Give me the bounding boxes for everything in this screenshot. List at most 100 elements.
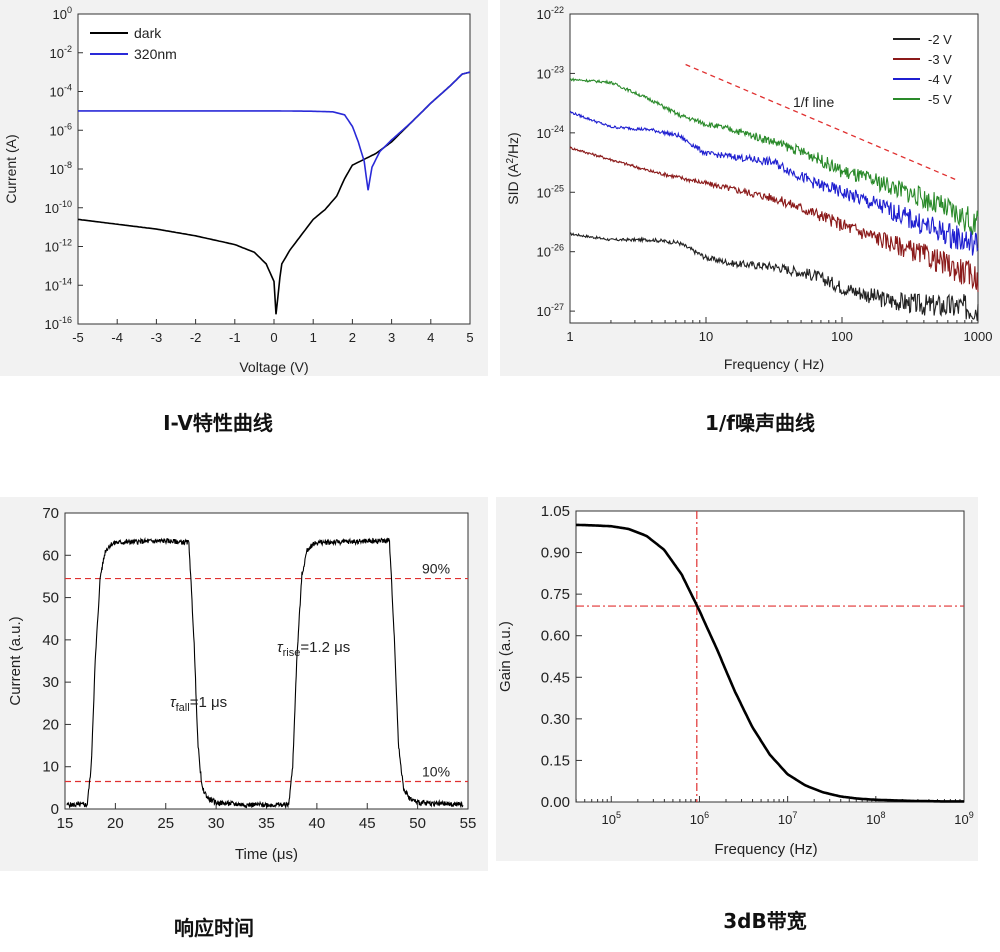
y-tick-label: 10-6 [50, 121, 72, 138]
y-axis-label: Gain (a.u.) [497, 621, 514, 692]
tau-annotation: τrise=1.2 μs [277, 639, 350, 659]
y-tick-label: 30 [42, 674, 59, 691]
bandwidth-caption: 3dB带宽 [723, 909, 807, 933]
bandwidth-chart: 105 106 107 108 109 0.00 0.15 0.30 0.45 0.60 0.75 0… [497, 503, 974, 858]
y-axis-label: Current (A) [3, 134, 19, 203]
y-tick-label: 0.30 [541, 711, 570, 728]
y-tick-label: 70 [42, 505, 59, 522]
y-tick-label: 10-26 [537, 243, 564, 260]
y-tick-label: 0 [51, 801, 59, 818]
plot-area [64, 512, 469, 810]
y-tick-label: 0.75 [541, 586, 570, 603]
y-tick-label: 10-23 [537, 64, 564, 81]
series-line--4 V [569, 110, 979, 256]
iv-chart: -5 -4 -3 -2 -1 0 1 2 3 4 5 10-16 10-14 10-12 10-10 10-8… [3, 5, 474, 375]
x-tick-label: 35 [258, 815, 275, 832]
x-tick-label: 107 [778, 810, 797, 827]
y-tick-label: 10-8 [50, 160, 72, 177]
y-tick-label: 50 [42, 590, 59, 607]
series-line--5 V [569, 77, 979, 235]
iv-chart-panel: -5 -4 -3 -2 -1 0 1 2 3 4 5 10-16 10-14 10-12 10-10 10-8… [0, 0, 488, 376]
x-tick-label: -3 [151, 330, 163, 345]
y-tick-label: 0.90 [541, 545, 570, 562]
x-tick-label: 50 [409, 815, 426, 832]
one-over-f-annotation: 1/f line [793, 94, 834, 110]
y-tick-label: 1.05 [541, 503, 570, 520]
x-axis-label: Time (μs) [235, 846, 298, 863]
response-chart-panel: 15 20 25 30 35 40 45 50 55 0 10 20 30 40 50 60 70 Time (μ… [0, 497, 488, 871]
x-tick-label: 100 [831, 329, 853, 344]
x-tick-label: 15 [57, 815, 74, 832]
y-tick-label: 10-27 [537, 302, 564, 319]
x-tick-label: 10 [699, 329, 713, 344]
y-tick-label: 20 [42, 716, 59, 733]
level-label: 10% [422, 764, 450, 780]
y-tick-label: 10-12 [45, 238, 72, 255]
y-tick-label: 0.00 [541, 794, 570, 811]
plot-area [575, 510, 965, 803]
noise-chart-panel: 1 10 100 1000 10-27 10-26 10-25 10-24 10-23 10-22… [500, 0, 1000, 376]
plot-area [569, 13, 979, 324]
y-tick-label: 0.60 [541, 628, 570, 645]
y-tick-label: 10-14 [45, 276, 72, 293]
x-tick-label: -5 [72, 330, 84, 345]
x-tick-label: 4 [427, 330, 434, 345]
x-tick-label: 1000 [964, 329, 993, 344]
series-line--3 V [569, 146, 979, 293]
x-tick-label: 20 [107, 815, 124, 832]
y-axis-label: SID (A2/Hz) [505, 132, 521, 204]
one-over-f-reference-line [685, 63, 958, 181]
x-axis-label: Voltage (V) [239, 359, 308, 375]
level-label: 90% [422, 561, 450, 577]
response-chart: 15 20 25 30 35 40 45 50 55 0 10 20 30 40 50 60 70 Time (μ… [7, 505, 477, 863]
tau-annotation: τfall=1 μs [170, 694, 227, 714]
y-tick-label: 0.15 [541, 752, 570, 769]
legend-label: -5 V [928, 92, 952, 107]
legend-label: -4 V [928, 72, 952, 87]
legend-label: dark [134, 25, 162, 41]
noise-caption: 1/f噪声曲线 [705, 411, 815, 435]
x-tick-label: 1 [566, 329, 573, 344]
y-tick-label: 10-4 [50, 83, 72, 100]
x-tick-label: 108 [866, 810, 885, 827]
x-tick-label: 3 [388, 330, 395, 345]
x-axis-label: Frequency (Hz) [714, 841, 817, 858]
legend-label: 320nm [134, 46, 177, 62]
x-tick-label: 106 [690, 810, 709, 827]
x-tick-label: 30 [208, 815, 225, 832]
x-tick-label: 2 [349, 330, 356, 345]
x-tick-label: 40 [309, 815, 326, 832]
y-tick-label: 10-2 [50, 44, 72, 61]
y-axis-label: Current (a.u.) [7, 616, 24, 705]
x-tick-label: -4 [111, 330, 123, 345]
x-tick-label: 25 [157, 815, 174, 832]
x-tick-label: 55 [460, 815, 477, 832]
y-tick-label: 10 [42, 759, 59, 776]
series-line-320nm [78, 71, 471, 191]
legend-label: -3 V [928, 52, 952, 67]
response-caption: 响应时间 [174, 916, 254, 940]
y-tick-label: 10-10 [45, 199, 72, 216]
x-tick-label: 5 [466, 330, 473, 345]
x-tick-label: 0 [270, 330, 277, 345]
response-curve [66, 536, 464, 810]
legend-label: -2 V [928, 32, 952, 47]
y-tick-label: 100 [53, 5, 72, 22]
bandwidth-chart-panel: 105 106 107 108 109 0.00 0.15 0.30 0.45 0.60 0.75 0… [496, 497, 978, 861]
noise-chart: 1 10 100 1000 10-27 10-26 10-25 10-24 10-23 10-22… [505, 5, 993, 372]
gain-curve [576, 523, 964, 803]
y-tick-label: 40 [42, 632, 59, 649]
plot-area [77, 13, 471, 325]
y-tick-label: 0.45 [541, 669, 570, 686]
y-tick-label: 10-25 [537, 183, 564, 200]
x-tick-label: -1 [229, 330, 241, 345]
x-axis-label: Frequency ( Hz) [724, 356, 824, 372]
iv-caption: I-V特性曲线 [163, 411, 273, 435]
x-tick-label: 105 [602, 810, 621, 827]
x-tick-label: 45 [359, 815, 376, 832]
y-tick-label: 10-24 [537, 124, 564, 141]
y-tick-label: 10-22 [537, 5, 564, 22]
x-tick-label: 109 [954, 810, 973, 827]
series-line--2 V [569, 232, 979, 321]
x-tick-label: -2 [190, 330, 202, 345]
